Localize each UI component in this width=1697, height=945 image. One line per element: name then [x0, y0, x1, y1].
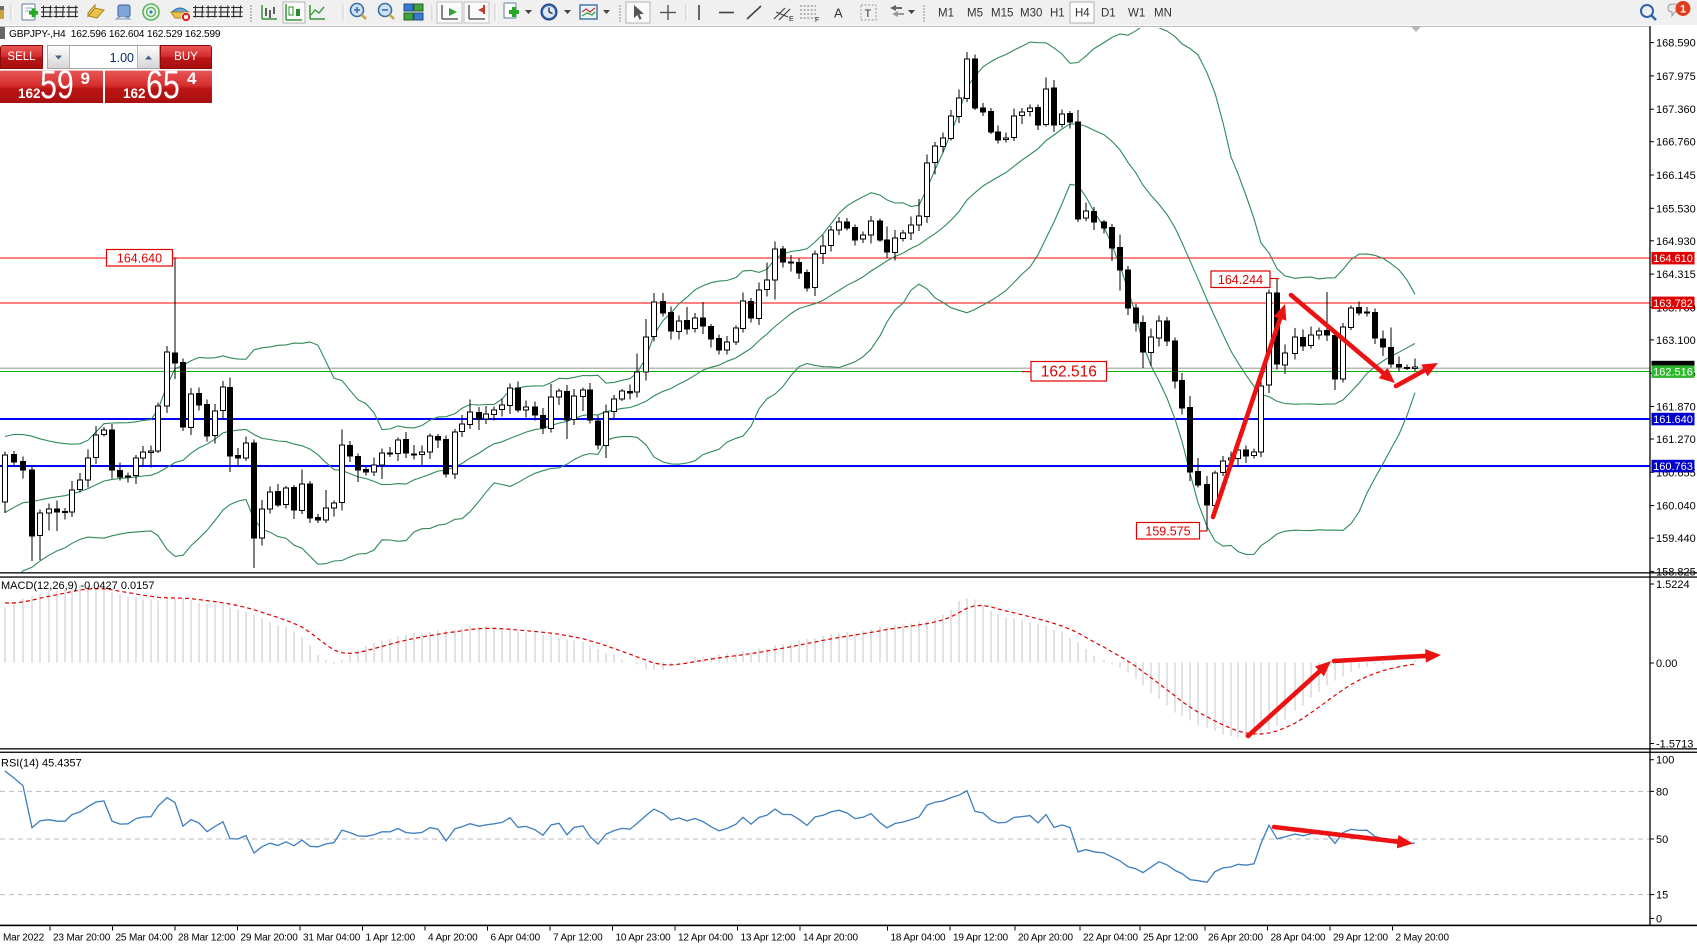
svg-text:163.100: 163.100 [1656, 335, 1696, 347]
svg-text:158.825: 158.825 [1656, 566, 1696, 578]
svg-text:25 Apr 12:00: 25 Apr 12:00 [1143, 933, 1199, 944]
svg-text:13 Apr 12:00: 13 Apr 12:00 [741, 933, 797, 944]
svg-text:159.575: 159.575 [1145, 524, 1190, 538]
svg-text:163.782: 163.782 [1653, 298, 1693, 310]
svg-text:162.516: 162.516 [1653, 367, 1693, 379]
svg-text:100: 100 [1656, 755, 1674, 767]
svg-text:22 Apr 04:00: 22 Apr 04:00 [1083, 933, 1139, 944]
svg-text:M1: M1 [938, 8, 954, 20]
svg-text:H4: H4 [1075, 8, 1090, 20]
svg-text:12 Apr 04:00: 12 Apr 04:00 [678, 933, 734, 944]
svg-text:14 Apr 20:00: 14 Apr 20:00 [803, 933, 859, 944]
svg-text:19 Apr 12:00: 19 Apr 12:00 [953, 933, 1009, 944]
svg-text:23 Mar 20:00: 23 Mar 20:00 [53, 933, 111, 944]
svg-text:RSI(14) 45.4357: RSI(14) 45.4357 [1, 758, 82, 770]
svg-text:A: A [834, 6, 843, 21]
svg-text:1 Apr 12:00: 1 Apr 12:00 [366, 933, 416, 944]
svg-text:0.00: 0.00 [1656, 658, 1677, 670]
svg-text:50: 50 [1656, 834, 1668, 846]
svg-text:20 Apr 20:00: 20 Apr 20:00 [1018, 933, 1074, 944]
svg-text:25 Mar 04:00: 25 Mar 04:00 [116, 933, 174, 944]
svg-text:28 Apr 04:00: 28 Apr 04:00 [1271, 933, 1327, 944]
svg-text:165.530: 165.530 [1656, 203, 1696, 215]
svg-text:2 May 20:00: 2 May 20:00 [1396, 933, 1450, 944]
svg-text:161.640: 161.640 [1653, 414, 1693, 426]
svg-text:162.516: 162.516 [1041, 364, 1097, 381]
svg-text:M5: M5 [967, 8, 983, 20]
svg-text:1: 1 [1680, 4, 1686, 16]
svg-text:166.145: 166.145 [1656, 170, 1696, 182]
svg-text:W1: W1 [1128, 8, 1145, 20]
svg-text:160.040: 160.040 [1656, 501, 1696, 513]
svg-text:Mar 2022: Mar 2022 [3, 933, 45, 944]
svg-text:168.590: 168.590 [1656, 38, 1696, 50]
svg-text:10 Apr 23:00: 10 Apr 23:00 [616, 933, 672, 944]
svg-text:18 Apr 04:00: 18 Apr 04:00 [891, 933, 947, 944]
svg-text:MN: MN [1154, 8, 1172, 20]
svg-text:166.760: 166.760 [1656, 137, 1696, 149]
svg-text:F: F [815, 17, 819, 24]
svg-text:H1: H1 [1050, 8, 1065, 20]
svg-text:MACD(12,26,9) -0.0427 0.0157: MACD(12,26,9) -0.0427 0.0157 [1, 580, 154, 592]
svg-text:M15: M15 [991, 8, 1013, 20]
svg-text:1.5224: 1.5224 [1656, 579, 1690, 591]
svg-text:161.270: 161.270 [1656, 434, 1696, 446]
svg-text:M30: M30 [1020, 8, 1042, 20]
svg-text:164.640: 164.640 [117, 251, 162, 265]
svg-text:80: 80 [1656, 786, 1668, 798]
svg-text:D1: D1 [1101, 8, 1116, 20]
svg-text:T: T [865, 8, 872, 20]
svg-text:167.360: 167.360 [1656, 104, 1696, 116]
svg-text:4 Apr 20:00: 4 Apr 20:00 [428, 933, 478, 944]
svg-text:29 Mar 20:00: 29 Mar 20:00 [241, 933, 299, 944]
svg-text:E: E [789, 16, 794, 23]
svg-text:29 Apr 12:00: 29 Apr 12:00 [1333, 933, 1389, 944]
svg-text:15: 15 [1656, 890, 1668, 902]
svg-text:0: 0 [1656, 913, 1662, 925]
svg-text:28 Mar 12:00: 28 Mar 12:00 [178, 933, 236, 944]
svg-text:164.315: 164.315 [1656, 269, 1696, 281]
svg-text:159.440: 159.440 [1656, 533, 1696, 545]
svg-text:6 Apr 04:00: 6 Apr 04:00 [491, 933, 541, 944]
svg-text:31 Mar 04:00: 31 Mar 04:00 [303, 933, 361, 944]
svg-text:164.930: 164.930 [1656, 236, 1696, 248]
svg-text:7 Apr 12:00: 7 Apr 12:00 [553, 933, 603, 944]
svg-text:26 Apr 20:00: 26 Apr 20:00 [1208, 933, 1264, 944]
svg-text:164.244: 164.244 [1218, 273, 1263, 287]
svg-text:164.610: 164.610 [1653, 253, 1693, 265]
svg-text:-1.5713: -1.5713 [1656, 739, 1693, 751]
svg-text:160.763: 160.763 [1653, 461, 1693, 473]
svg-text:161.870: 161.870 [1656, 402, 1696, 414]
svg-text:167.975: 167.975 [1656, 71, 1696, 83]
